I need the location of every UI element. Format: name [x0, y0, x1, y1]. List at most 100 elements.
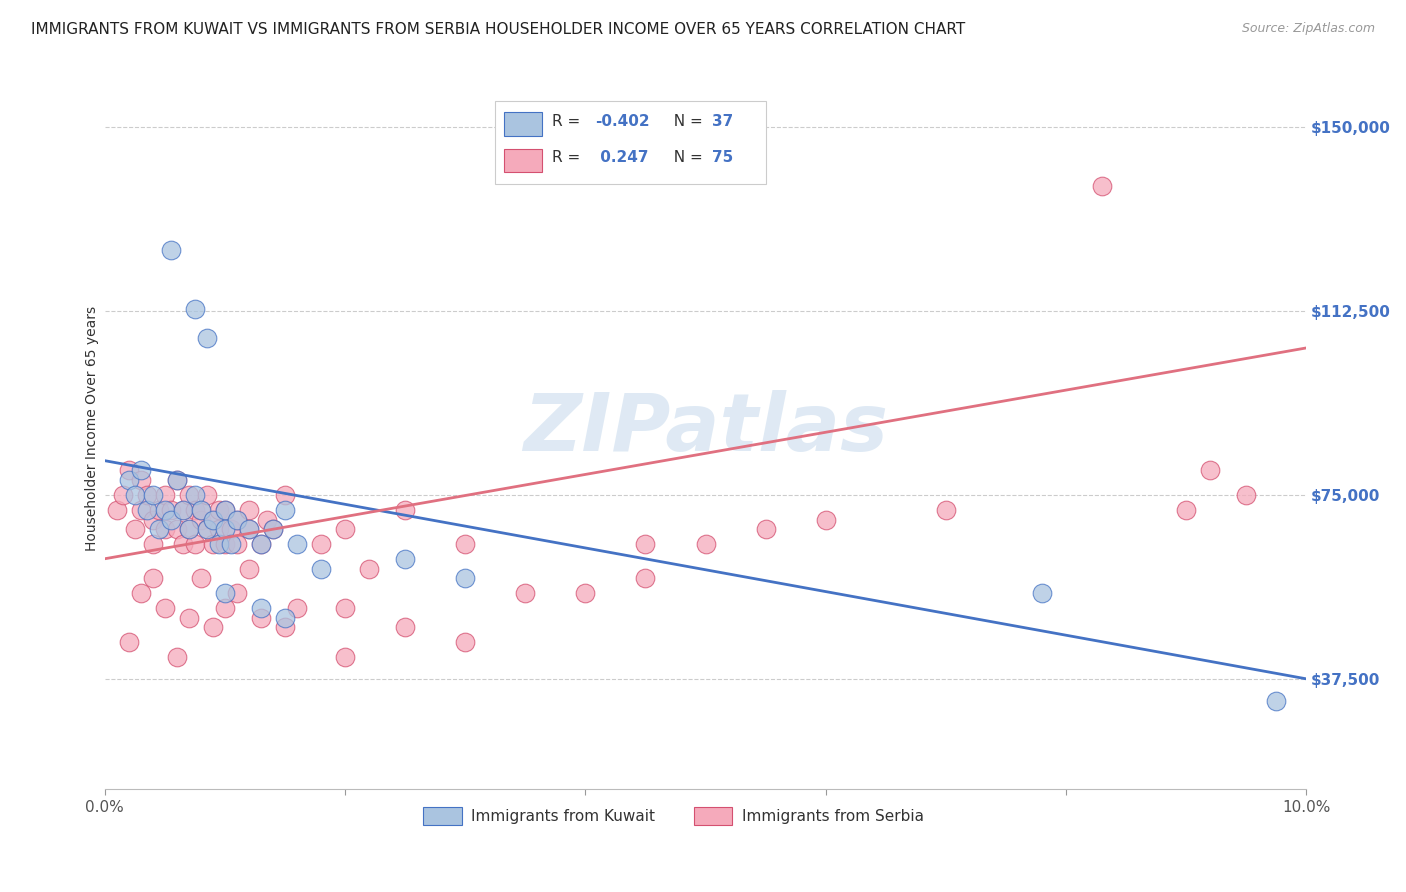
Point [238, 502, 260, 516]
Point [160, 512, 183, 526]
Point [142, 537, 165, 551]
Point [153, 488, 176, 502]
FancyBboxPatch shape [693, 807, 733, 825]
Point [135, 502, 157, 516]
Point [142, 488, 165, 502]
Point [250, 537, 273, 551]
Point [333, 522, 356, 536]
Point [195, 331, 218, 345]
Point [214, 586, 236, 600]
Point [359, 561, 381, 575]
Text: N =: N = [664, 150, 707, 165]
Text: 75: 75 [711, 150, 733, 165]
Point [135, 488, 157, 502]
Point [262, 522, 284, 536]
Point [153, 600, 176, 615]
FancyBboxPatch shape [495, 101, 766, 184]
Point [190, 502, 212, 516]
Text: Source: ZipAtlas.com: Source: ZipAtlas.com [1241, 22, 1375, 36]
Point [129, 502, 152, 516]
Point [454, 537, 477, 551]
Point [118, 635, 141, 649]
Point [190, 571, 212, 585]
Point [1091, 179, 1114, 194]
Point [160, 243, 183, 257]
Point [1031, 586, 1053, 600]
Point [166, 473, 188, 487]
Point [153, 522, 176, 536]
Point [394, 551, 416, 566]
Point [184, 502, 207, 516]
Point [118, 463, 141, 477]
Point [214, 502, 236, 516]
Point [634, 571, 657, 585]
Point [129, 463, 152, 477]
Point [118, 473, 141, 487]
Point [1234, 488, 1257, 502]
Point [195, 522, 218, 536]
Point [214, 600, 236, 615]
Text: Immigrants from Serbia: Immigrants from Serbia [741, 809, 924, 824]
Point [142, 571, 165, 585]
Point [515, 586, 537, 600]
Point [1265, 694, 1288, 708]
Point [454, 635, 477, 649]
Point [124, 488, 146, 502]
Point [208, 522, 231, 536]
Point [394, 620, 416, 634]
FancyBboxPatch shape [503, 148, 543, 171]
Point [274, 610, 297, 624]
Point [177, 610, 200, 624]
Text: ZIPatlas: ZIPatlas [523, 390, 889, 467]
Point [219, 537, 242, 551]
Point [166, 649, 188, 664]
Text: 0.247: 0.247 [595, 150, 648, 165]
Point [105, 502, 128, 516]
Point [142, 512, 165, 526]
Point [238, 522, 260, 536]
Point [285, 600, 308, 615]
Point [1175, 502, 1198, 516]
Point [201, 620, 224, 634]
FancyBboxPatch shape [503, 112, 543, 136]
Point [208, 502, 231, 516]
Point [153, 502, 176, 516]
Point [454, 571, 477, 585]
Point [274, 488, 297, 502]
Point [148, 522, 170, 536]
Text: -0.402: -0.402 [595, 113, 650, 128]
Point [129, 473, 152, 487]
Y-axis label: Householder Income Over 65 years: Householder Income Over 65 years [86, 306, 100, 551]
Point [148, 502, 170, 516]
Point [184, 301, 207, 316]
Point [226, 586, 249, 600]
Point [394, 502, 416, 516]
Text: 37: 37 [711, 113, 733, 128]
Point [177, 488, 200, 502]
Point [256, 512, 278, 526]
Point [1199, 463, 1222, 477]
Point [190, 502, 212, 516]
Point [177, 522, 200, 536]
Point [172, 537, 194, 551]
Point [814, 512, 837, 526]
Point [166, 473, 188, 487]
FancyBboxPatch shape [423, 807, 461, 825]
Point [755, 522, 778, 536]
Point [190, 512, 212, 526]
Point [262, 522, 284, 536]
Text: Immigrants from Kuwait: Immigrants from Kuwait [471, 809, 655, 824]
Point [226, 512, 249, 526]
Point [214, 502, 236, 516]
Point [935, 502, 957, 516]
Text: R =: R = [551, 150, 585, 165]
Point [250, 537, 273, 551]
Point [219, 522, 242, 536]
Point [201, 512, 224, 526]
Point [214, 522, 236, 536]
Point [226, 512, 249, 526]
Text: IMMIGRANTS FROM KUWAIT VS IMMIGRANTS FROM SERBIA HOUSEHOLDER INCOME OVER 65 YEAR: IMMIGRANTS FROM KUWAIT VS IMMIGRANTS FRO… [31, 22, 965, 37]
Point [184, 488, 207, 502]
Point [238, 522, 260, 536]
Point [124, 522, 146, 536]
